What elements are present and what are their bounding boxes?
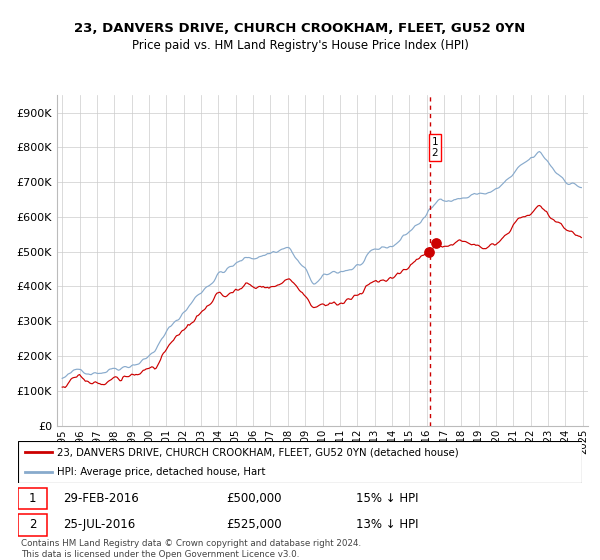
Point	[431, 239, 441, 248]
Text: 25-JUL-2016: 25-JUL-2016	[63, 518, 136, 531]
FancyBboxPatch shape	[18, 488, 47, 510]
Text: 2: 2	[29, 518, 37, 531]
Text: 13% ↓ HPI: 13% ↓ HPI	[356, 518, 419, 531]
Text: HPI: Average price, detached house, Hart: HPI: Average price, detached house, Hart	[58, 468, 266, 477]
Text: Contains HM Land Registry data © Crown copyright and database right 2024.
This d: Contains HM Land Registry data © Crown c…	[21, 539, 361, 559]
Text: 15% ↓ HPI: 15% ↓ HPI	[356, 492, 419, 505]
Point	[424, 247, 433, 256]
Text: 23, DANVERS DRIVE, CHURCH CROOKHAM, FLEET, GU52 0YN: 23, DANVERS DRIVE, CHURCH CROOKHAM, FLEE…	[74, 22, 526, 35]
FancyBboxPatch shape	[18, 441, 582, 483]
Text: 29-FEB-2016: 29-FEB-2016	[63, 492, 139, 505]
FancyBboxPatch shape	[18, 514, 47, 535]
Text: 1: 1	[29, 492, 37, 505]
Text: 23, DANVERS DRIVE, CHURCH CROOKHAM, FLEET, GU52 0YN (detached house): 23, DANVERS DRIVE, CHURCH CROOKHAM, FLEE…	[58, 447, 459, 457]
Text: £525,000: £525,000	[227, 518, 283, 531]
Text: Price paid vs. HM Land Registry's House Price Index (HPI): Price paid vs. HM Land Registry's House …	[131, 39, 469, 52]
Text: 1
2: 1 2	[431, 137, 438, 158]
Text: £500,000: £500,000	[227, 492, 282, 505]
